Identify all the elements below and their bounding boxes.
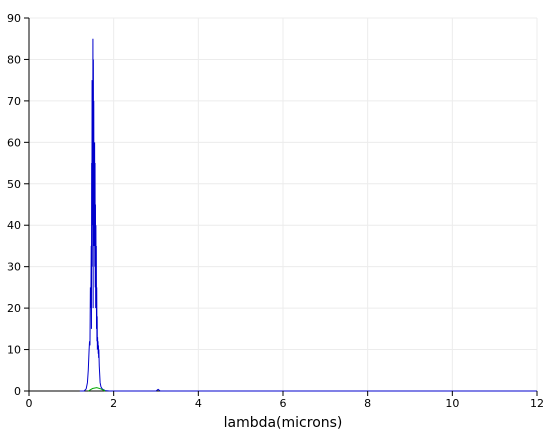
- y-tick-label-8: 80: [7, 53, 21, 66]
- y-tick-label-4: 40: [7, 219, 21, 232]
- y-tick-label-3: 30: [7, 261, 21, 274]
- y-tick-label-5: 50: [7, 178, 21, 191]
- y-tick-label-2: 20: [7, 302, 21, 315]
- series-layer: [79, 38, 537, 392]
- y-tick-labels: 0 10 20 30 40 50 60 70 80 90: [7, 12, 29, 398]
- y-tick-label-7: 70: [7, 95, 21, 108]
- y-tick-label-0: 0: [14, 385, 21, 398]
- x-tick-label-3: 6: [280, 397, 287, 410]
- x-tick-label-4: 8: [364, 397, 371, 410]
- y-tick-label-1: 10: [7, 344, 21, 357]
- x-axis-title: lambda(microns): [224, 415, 343, 431]
- series-line-0: [79, 38, 537, 392]
- grid-lines: [28, 17, 538, 392]
- y-tick-label-9: 90: [7, 12, 21, 25]
- y-tick-label-6: 60: [7, 136, 21, 149]
- x-tick-label-1: 2: [110, 397, 117, 410]
- x-tick-label-5: 10: [445, 397, 459, 410]
- x-tick-label-6: 12: [530, 397, 544, 410]
- x-tick-labels: 0 2 4 6 8 10 12: [26, 391, 544, 410]
- x-tick-label-0: 0: [26, 397, 33, 410]
- series-line-1: [88, 387, 106, 392]
- x-tick-label-2: 4: [195, 397, 202, 410]
